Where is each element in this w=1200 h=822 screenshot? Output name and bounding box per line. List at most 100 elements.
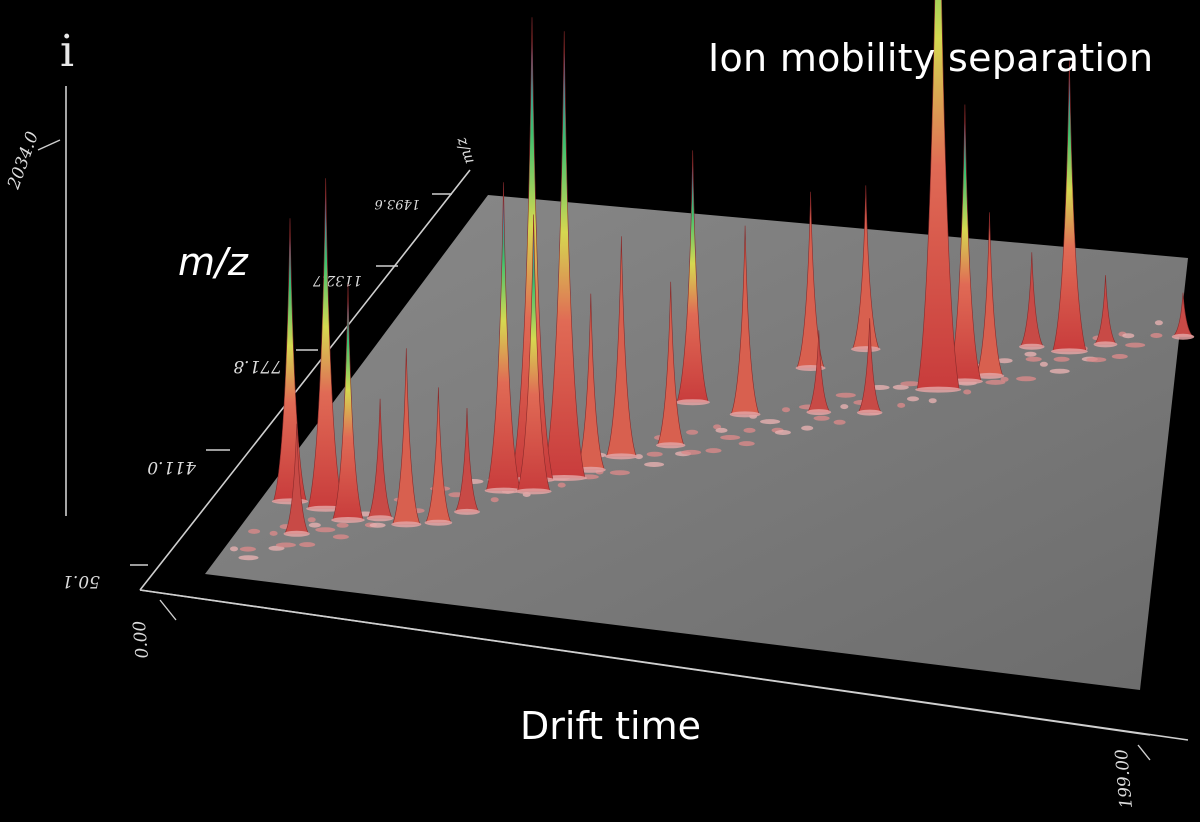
surface-peak (485, 182, 521, 491)
peak-base (806, 409, 832, 416)
surface-peak (948, 104, 982, 382)
surface-peak (273, 218, 307, 502)
surface-peak (857, 318, 882, 413)
peak-base (331, 517, 365, 523)
peak-base (454, 508, 480, 515)
noise-ripple (686, 429, 699, 435)
noise-ripple (1111, 354, 1128, 359)
noise-ripple (801, 425, 814, 431)
surface-peak (1019, 252, 1044, 347)
surface-peak (307, 178, 344, 509)
drift-tick-label: 199.00 (1112, 748, 1137, 809)
noise-ripple (315, 527, 336, 533)
peak-base (729, 411, 761, 418)
noise-ripple (230, 546, 238, 552)
peak-base (605, 453, 638, 460)
noise-ripple (813, 415, 830, 421)
noise-ripple (1154, 320, 1163, 326)
mz-tick-label: 1493.6 (375, 196, 421, 211)
noise-ripple (705, 448, 722, 454)
noise-ripple (892, 384, 909, 390)
surface-peak (284, 423, 310, 535)
noise-ripple (248, 528, 261, 534)
surface-peak (975, 212, 1004, 377)
mz-tick-marks (130, 193, 452, 566)
surface-peak (516, 214, 551, 492)
peak-base (283, 530, 310, 537)
noise-ripple (963, 389, 972, 395)
peak-base (424, 519, 453, 526)
peak-layer (271, 0, 1195, 537)
noise-ripple (1039, 361, 1048, 367)
surface-peak (1052, 58, 1087, 352)
intensity-axis-label: i (60, 26, 75, 77)
noise-ripple (743, 427, 756, 433)
chart-title: Ion mobility separation (708, 36, 1154, 80)
noise-ripple (897, 402, 906, 408)
peak-base (1051, 348, 1088, 355)
noise-ripple (369, 522, 386, 528)
noise-ripple (336, 522, 349, 528)
noise-ripple (1025, 356, 1042, 362)
noise-ripple (307, 517, 316, 523)
noise-ripple (490, 497, 499, 503)
peak-base (391, 521, 422, 528)
axes (65, 86, 1189, 741)
drift-tick-mark (1137, 744, 1151, 761)
noise-ripple (760, 419, 781, 425)
mz-axis-label: m/z (178, 240, 248, 284)
surface-peak (542, 31, 586, 479)
peak-base (675, 399, 710, 406)
surface-peak (425, 387, 452, 523)
peak-base (656, 442, 686, 449)
noise-ripple (928, 398, 937, 404)
noise-ripple (609, 470, 630, 476)
noise-ripple (681, 449, 702, 455)
drift-tick-mark (159, 599, 177, 621)
drift-time-axis-label: Drift time (520, 704, 701, 748)
peak-base (851, 346, 881, 353)
floor-front-edge (139, 589, 1189, 741)
noise-ripple (308, 522, 321, 528)
noise-ripple (1000, 376, 1009, 382)
noise-ripple (1053, 356, 1070, 362)
noise-ripple (1125, 342, 1146, 348)
surface-peak (367, 398, 393, 519)
surface-peak (676, 150, 709, 403)
noise-ripple (646, 451, 663, 457)
surface-peak (852, 185, 880, 350)
noise-ripple (332, 534, 349, 540)
i-tick-mark (37, 139, 61, 151)
drift-tick-label: 0.00 (130, 620, 153, 660)
noise-ripple (1086, 357, 1107, 363)
peak-base (1019, 343, 1045, 350)
i-tick-label: 2034.0 (4, 129, 44, 193)
peak-base (484, 487, 523, 494)
surface-peak (392, 348, 421, 525)
noise-ripple (238, 555, 259, 561)
peak-base (515, 488, 552, 495)
noise-ripple (1024, 351, 1037, 357)
noise-ripple (782, 407, 790, 413)
noise-ripple (720, 435, 741, 440)
peak-base (366, 515, 394, 522)
mz-tick-label: 771.8 (233, 356, 282, 376)
mz-axis-tick-title: m/z (452, 135, 478, 167)
peak-base (857, 409, 883, 416)
peak-base (1171, 333, 1195, 340)
noise-ripple (1016, 376, 1037, 382)
noise-ripple (644, 462, 665, 467)
surface-peak (576, 293, 605, 471)
peak-base (974, 372, 1005, 379)
noise-ripple (239, 546, 256, 552)
surface-peak (454, 407, 480, 513)
noise-ripple (634, 454, 643, 460)
noise-ripple (833, 419, 846, 425)
surface-peak (656, 281, 685, 446)
mz-tick-label: 1132.7 (313, 272, 362, 288)
surface-peak (1171, 292, 1195, 338)
noise-ripple (907, 396, 919, 402)
noise-ripple (299, 542, 316, 548)
